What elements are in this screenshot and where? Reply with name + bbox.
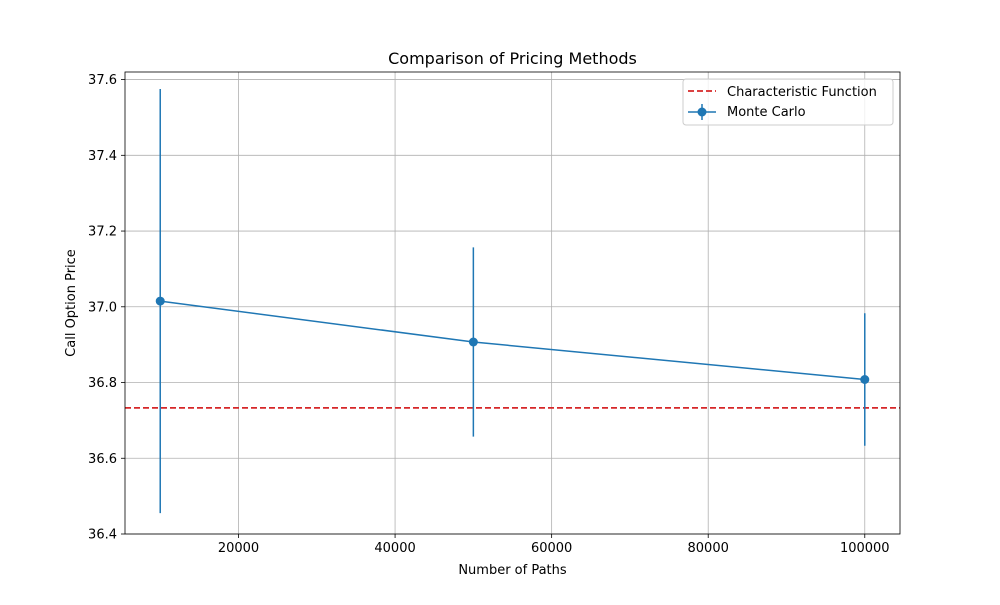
- y-tick-label: 37.6: [88, 73, 117, 88]
- data-point: [155, 296, 165, 306]
- x-tick-label: 40000: [374, 541, 415, 556]
- x-tick-label: 100000: [840, 541, 890, 556]
- y-tick-label: 36.4: [88, 528, 117, 543]
- x-axis-label: Number of Paths: [458, 563, 567, 578]
- y-axis-label: Call Option Price: [64, 249, 79, 357]
- x-tick-label: 20000: [218, 541, 259, 556]
- x-tick-label: 80000: [688, 541, 729, 556]
- chart-title: Comparison of Pricing Methods: [388, 49, 637, 68]
- legend-swatch-monte-carlo-marker: [697, 107, 707, 117]
- y-tick-label: 36.8: [88, 376, 117, 391]
- legend: Characteristic Function Monte Carlo: [682, 78, 894, 126]
- y-tick-label: 37.2: [88, 225, 117, 240]
- plot-area: [125, 72, 900, 534]
- axis-ticks: 20000 40000 60000 80000 100000 36.4 36.6 36.8 37…: [88, 73, 890, 556]
- y-tick-label: 36.6: [88, 452, 117, 467]
- x-tick-label: 60000: [531, 541, 572, 556]
- plot-frame: [124, 71, 901, 535]
- data-point: [468, 337, 478, 347]
- series-layer: [125, 89, 900, 514]
- legend-label-characteristic-function: Characteristic Function: [727, 85, 877, 100]
- y-tick-label: 37.4: [88, 149, 117, 164]
- legend-box: [682, 78, 894, 126]
- data-point: [860, 374, 870, 384]
- grid-lines: [125, 72, 900, 535]
- legend-label-monte-carlo: Monte Carlo: [727, 105, 806, 120]
- y-tick-label: 37.0: [88, 300, 117, 315]
